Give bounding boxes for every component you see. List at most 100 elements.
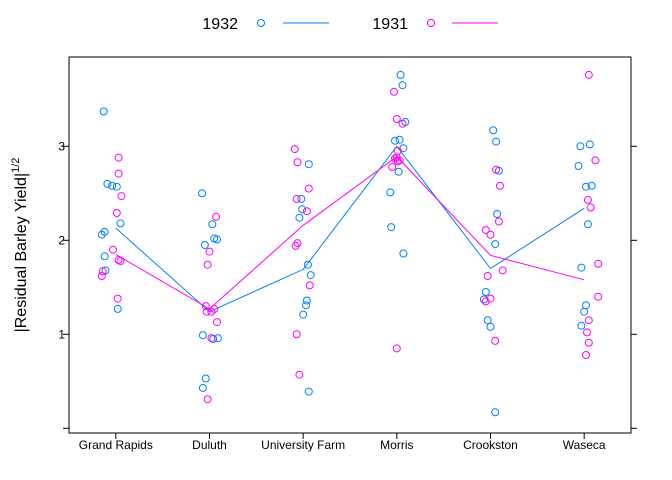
data-point bbox=[208, 220, 217, 229]
data-point bbox=[483, 316, 492, 325]
data-point bbox=[584, 316, 593, 325]
data-point bbox=[494, 217, 503, 226]
data-point bbox=[213, 235, 221, 244]
data-point bbox=[398, 119, 407, 128]
data-point bbox=[198, 331, 207, 340]
data-point bbox=[112, 209, 121, 217]
data-point bbox=[202, 307, 211, 316]
data-point bbox=[306, 271, 315, 280]
data-point bbox=[493, 210, 502, 218]
data-point bbox=[481, 226, 490, 234]
data-point bbox=[304, 184, 313, 193]
data-point bbox=[299, 310, 308, 319]
data-point bbox=[594, 292, 603, 301]
data-point bbox=[207, 334, 216, 343]
data-point bbox=[492, 165, 501, 174]
x-tick-label: Grand Rapids bbox=[79, 438, 153, 452]
data-point bbox=[587, 181, 596, 190]
data-point bbox=[304, 387, 313, 396]
data-point bbox=[201, 374, 210, 383]
data-point bbox=[109, 245, 117, 254]
data-point bbox=[99, 107, 108, 116]
data-point bbox=[492, 137, 501, 146]
data-point bbox=[390, 87, 398, 96]
data-point bbox=[114, 153, 123, 162]
data-point bbox=[108, 181, 117, 190]
data-point bbox=[574, 162, 583, 170]
data-point bbox=[116, 219, 125, 228]
data-point bbox=[203, 395, 212, 404]
data-point bbox=[292, 194, 301, 203]
data-point bbox=[486, 322, 495, 331]
data-layer bbox=[97, 70, 603, 417]
legend: 1932 1931 bbox=[202, 16, 498, 33]
data-point bbox=[207, 307, 216, 316]
data-point bbox=[387, 223, 396, 232]
x-tick-label: University Farm bbox=[261, 438, 345, 452]
data-point bbox=[481, 297, 490, 306]
data-point bbox=[113, 304, 122, 313]
data-point bbox=[479, 295, 488, 304]
x-tick-label: Duluth bbox=[192, 438, 227, 452]
data-point bbox=[491, 240, 500, 249]
data-point bbox=[396, 70, 405, 79]
data-point bbox=[495, 181, 504, 190]
data-point bbox=[491, 408, 500, 417]
data-point bbox=[298, 205, 307, 214]
data-point bbox=[585, 140, 594, 149]
data-point bbox=[297, 194, 306, 203]
legend-point-1932 bbox=[257, 19, 265, 27]
data-point bbox=[198, 383, 207, 392]
x-tick-label: Crookston bbox=[463, 438, 518, 452]
y-axis-label-superscript: 1/2 bbox=[10, 158, 22, 173]
x-tick-label: Morris bbox=[380, 438, 413, 452]
data-point bbox=[302, 207, 311, 216]
data-point bbox=[302, 296, 311, 305]
data-point bbox=[97, 230, 106, 239]
data-point bbox=[392, 344, 401, 353]
series-line bbox=[115, 155, 585, 310]
series-line bbox=[115, 145, 585, 313]
data-point bbox=[210, 304, 219, 313]
data-point bbox=[203, 260, 212, 269]
data-point bbox=[584, 70, 593, 79]
data-point bbox=[97, 272, 106, 280]
legend-point-1931 bbox=[427, 19, 435, 27]
data-point bbox=[201, 302, 210, 311]
data-point bbox=[295, 370, 304, 379]
data-point bbox=[392, 115, 401, 123]
data-point bbox=[489, 126, 498, 135]
x-tick-label: Waseca bbox=[563, 438, 606, 452]
data-point bbox=[292, 330, 301, 339]
data-point bbox=[481, 288, 490, 296]
data-point bbox=[594, 259, 603, 268]
data-point bbox=[486, 294, 495, 303]
data-point bbox=[295, 213, 304, 222]
data-point bbox=[591, 156, 600, 165]
data-point bbox=[582, 301, 590, 310]
data-point bbox=[212, 212, 221, 221]
data-point bbox=[580, 307, 589, 316]
data-point bbox=[582, 351, 590, 359]
data-point bbox=[100, 227, 109, 236]
data-point bbox=[198, 189, 206, 198]
data-point bbox=[302, 301, 310, 310]
data-point bbox=[293, 158, 302, 167]
data-point bbox=[399, 249, 408, 258]
data-point bbox=[491, 336, 500, 345]
data-point bbox=[394, 167, 403, 176]
data-point bbox=[498, 266, 507, 275]
data-point bbox=[103, 179, 112, 188]
data-point bbox=[304, 160, 313, 169]
data-point bbox=[583, 195, 592, 204]
data-point bbox=[213, 334, 222, 343]
y-axis-label: |Residual Barley Yield|1/2 bbox=[10, 158, 30, 333]
data-point bbox=[577, 321, 586, 330]
data-point bbox=[205, 247, 214, 256]
data-point bbox=[305, 281, 314, 290]
data-point bbox=[584, 338, 593, 347]
y-tick-label: 3 bbox=[58, 139, 65, 153]
data-point bbox=[98, 267, 107, 276]
data-point bbox=[200, 241, 209, 249]
